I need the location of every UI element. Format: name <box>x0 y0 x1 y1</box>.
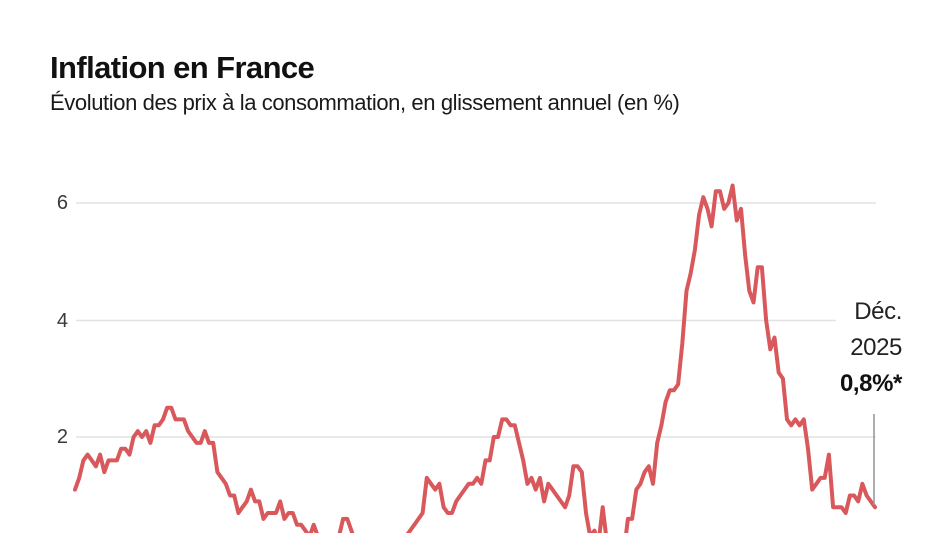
chart-title: Inflation en France <box>50 50 315 85</box>
inflation-line-series <box>73 183 877 533</box>
end-annotation: Déc. 2025 0,8%* <box>835 294 902 402</box>
annotation-date-month: Déc. <box>854 298 902 325</box>
chart-subtitle: Évolution des prix à la consommation, en… <box>50 90 680 115</box>
annotation-date-year: 2025 <box>850 334 902 361</box>
y-axis-tick-label-6: 6 <box>56 192 68 214</box>
y-axis-tick-label-2: 2 <box>56 426 68 448</box>
annotation-value: 0,8%* <box>839 370 902 397</box>
y-axis-tick-label-4: 4 <box>56 310 68 332</box>
